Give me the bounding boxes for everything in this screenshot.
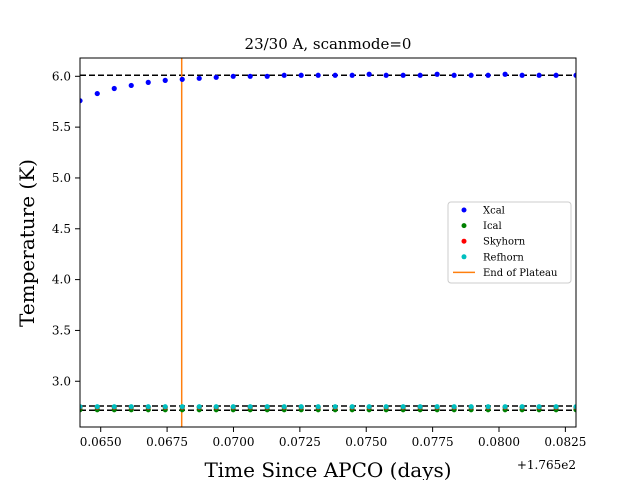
xcal-point <box>111 85 117 92</box>
x-tick-label: 0.0725 <box>279 435 321 449</box>
xcal-point <box>485 72 491 78</box>
y-tick-label: 4.5 <box>52 222 71 236</box>
x-axis-label: Time Since APCO (days) <box>204 458 451 480</box>
legend: Xcal Ical Skyhorn Refhorn End of Plateau <box>447 201 572 284</box>
x-axis-offset-label: +1.765e2 <box>517 458 576 472</box>
xcal-point <box>434 71 440 77</box>
y-tick-label: 3.0 <box>52 374 71 388</box>
refhorn-point <box>451 404 457 410</box>
xcal-point <box>553 72 559 78</box>
legend-marker-skyhorn <box>461 238 467 244</box>
y-tick-label: 4.0 <box>52 273 71 287</box>
xcal-point <box>536 72 542 78</box>
legend-label-end-of-plateau: End of Plateau <box>483 268 558 279</box>
refhorn-point <box>111 404 117 410</box>
xcal-point <box>80 98 83 104</box>
refhorn-point <box>94 404 100 410</box>
refhorn-point <box>179 404 185 410</box>
legend-label-skyhorn: Skyhorn <box>483 237 526 248</box>
xcal-point <box>400 72 406 78</box>
refhorn-point <box>502 404 508 410</box>
xcal-point <box>162 77 168 83</box>
x-tick-label: 0.0700 <box>212 435 254 449</box>
x-tick-label: 0.0650 <box>80 435 122 449</box>
refhorn-point <box>332 404 338 410</box>
plot-frame <box>79 57 577 428</box>
legend-marker-xcal <box>461 207 467 213</box>
refhorn-point <box>213 404 219 410</box>
axes: 0.0650 0.0675 0.0700 0.0725 0.0750 0.0775 0.08… <box>52 57 586 449</box>
xcal-point <box>298 72 304 78</box>
xcal-point <box>145 79 151 85</box>
refhorn-point <box>573 404 576 410</box>
chart-title: 23/30 A, scanmode=0 <box>245 35 412 53</box>
refhorn-point <box>196 404 202 410</box>
refhorn-point <box>536 404 542 410</box>
refhorn-point <box>247 404 253 410</box>
x-tick-label: 0.0675 <box>146 435 188 449</box>
xcal-point <box>502 71 508 77</box>
x-tick-label: 0.0825 <box>544 435 586 449</box>
xcal-point <box>213 74 219 80</box>
refhorn-point <box>298 404 304 410</box>
y-tick-label: 3.5 <box>52 323 71 337</box>
xcal-point <box>349 72 355 78</box>
legend-box <box>447 201 572 284</box>
refhorn-point <box>264 404 270 410</box>
legend-marker-ical <box>461 223 467 229</box>
refhorn-point <box>468 404 474 410</box>
legend-label-refhorn: Refhorn <box>483 252 524 263</box>
refhorn-point <box>281 404 287 410</box>
refhorn-point <box>162 404 168 410</box>
x-tick-label: 0.0800 <box>478 435 520 449</box>
y-tick-label: 6.0 <box>52 69 71 83</box>
refhorn-point <box>128 404 134 410</box>
xcal-point <box>196 75 202 81</box>
refhorn-point <box>417 404 423 410</box>
refhorn-point <box>400 404 406 410</box>
xcal-point <box>281 72 287 78</box>
refhorn-point <box>519 404 525 410</box>
xcal-point <box>468 72 474 78</box>
legend-label-xcal: Xcal <box>483 206 505 217</box>
legend-label-ical: Ical <box>483 221 502 232</box>
y-axis-label: Temperature (K) <box>15 159 39 327</box>
plot-area <box>80 58 576 427</box>
y-tick-label: 5.5 <box>52 120 71 134</box>
refhorn-point <box>366 404 372 410</box>
plot-clip-group <box>80 58 576 427</box>
refhorn-point <box>145 404 151 410</box>
refhorn-point <box>485 404 491 410</box>
xcal-point <box>332 72 338 78</box>
xcal-point <box>383 72 389 78</box>
refhorn-point <box>553 404 559 410</box>
xcal-point <box>417 72 423 78</box>
xcal-point <box>128 82 134 89</box>
y-tick-label: 5.0 <box>52 171 71 185</box>
xcal-point <box>94 90 100 97</box>
x-tick-label: 0.0775 <box>412 435 454 449</box>
refhorn-point <box>80 404 83 410</box>
xcal-point <box>230 73 236 79</box>
xcal-point <box>247 73 253 79</box>
x-tick-label: 0.0750 <box>345 435 387 449</box>
xcal-point <box>451 72 457 78</box>
xcal-point <box>366 71 372 77</box>
refhorn-point <box>434 404 440 410</box>
xcal-point <box>519 72 525 78</box>
xcal-point <box>315 72 321 78</box>
xcal-point <box>179 76 185 82</box>
legend-marker-refhorn <box>461 254 467 260</box>
refhorn-point <box>230 404 236 410</box>
refhorn-point <box>349 404 355 410</box>
refhorn-point <box>383 404 389 410</box>
xcal-point <box>573 72 576 78</box>
xcal-point <box>264 73 270 79</box>
refhorn-point <box>315 404 321 410</box>
